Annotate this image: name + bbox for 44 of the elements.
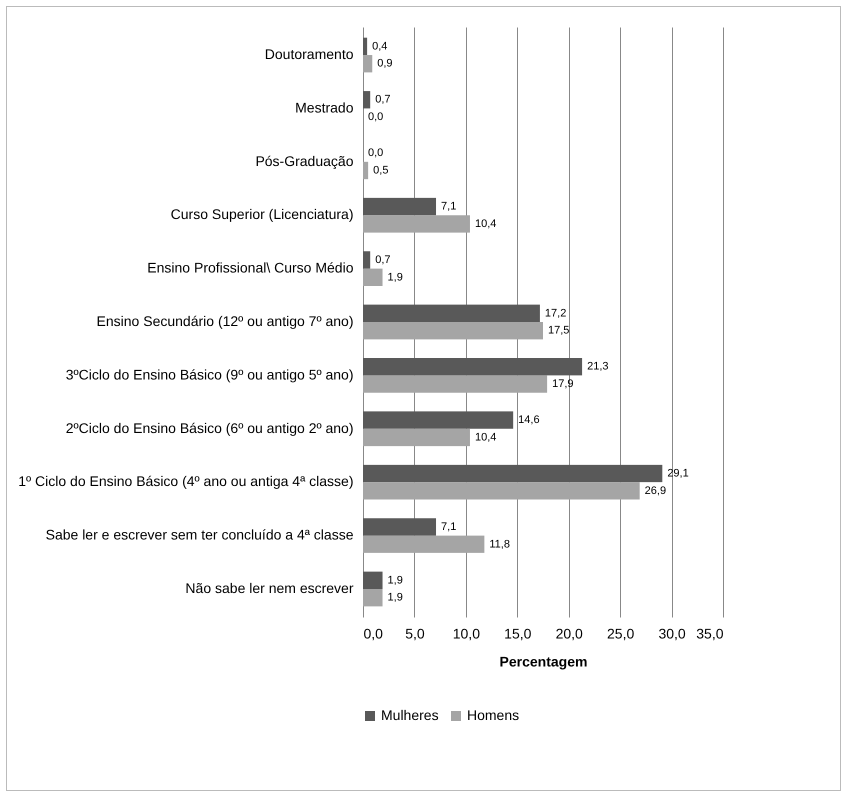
x-tick-label: 20,0 (556, 626, 584, 642)
y-tick-label: Ensino Profissional\ Curso Médio (147, 260, 354, 276)
data-label: 0,7 (375, 94, 390, 106)
x-tick-label: 15,0 (504, 626, 532, 642)
data-label: 1,9 (388, 574, 403, 586)
data-label: 29,1 (667, 468, 689, 480)
y-tick-label: Pós-Graduação (255, 152, 354, 169)
y-tick-label: Não sabe ler nem escrever (185, 580, 354, 596)
legend-label: Homens (467, 707, 520, 723)
data-label: 0,4 (372, 40, 388, 52)
data-label: 10,4 (474, 218, 496, 230)
data-label: 0,5 (373, 164, 388, 176)
y-tick-label: Ensino Secundário (12º ou antigo 7º ano) (96, 313, 354, 329)
data-label: 26,9 (644, 484, 666, 497)
data-label: 1,9 (388, 271, 403, 284)
legend-label: Mulheres (381, 707, 439, 723)
x-tick-label: 5,0 (405, 626, 425, 642)
x-axis-title: Percentagem (500, 654, 588, 670)
data-label: 11,8 (489, 538, 510, 550)
data-label: 0,0 (368, 111, 384, 124)
x-tick-label: 0,0 (364, 626, 384, 642)
y-tick-label: Sabe ler e escrever sem ter concluído a 4ª classe (46, 526, 354, 543)
data-label: 0,9 (377, 58, 393, 70)
data-label: 1,9 (388, 592, 403, 604)
y-tick-label: 1º Ciclo do Ensino Básico (4º ano ou antiga 4ª classe) (18, 473, 354, 490)
y-tick-label: Doutoramento (264, 46, 354, 62)
x-tick-label: 35,0 (696, 626, 724, 642)
data-label: 17,9 (552, 378, 574, 390)
x-tick-label: 10,0 (452, 626, 480, 642)
data-label: 0,7 (375, 254, 390, 266)
data-label: 7,1 (441, 520, 456, 533)
y-tick-label: Curso Superior (Licenciatura) (170, 206, 354, 222)
data-label: 17,2 (544, 307, 566, 320)
data-label: 21,3 (587, 360, 609, 373)
y-tick-label: 3ºCiclo do Ensino Básico (9º ou antigo 5º ano) (66, 366, 354, 382)
x-tick-label: 25,0 (607, 626, 634, 642)
data-label: 17,5 (548, 324, 570, 337)
x-tick-label: 30,0 (658, 626, 686, 642)
y-tick-label: Mestrado (295, 99, 354, 116)
data-label: 14,6 (518, 414, 540, 426)
y-tick-label: 2ºCiclo do Ensino Básico (6º ou antigo 2º ano) (66, 420, 354, 436)
data-label: 7,1 (441, 200, 456, 213)
data-label: 10,4 (474, 431, 496, 444)
data-label: 0,0 (368, 147, 384, 160)
